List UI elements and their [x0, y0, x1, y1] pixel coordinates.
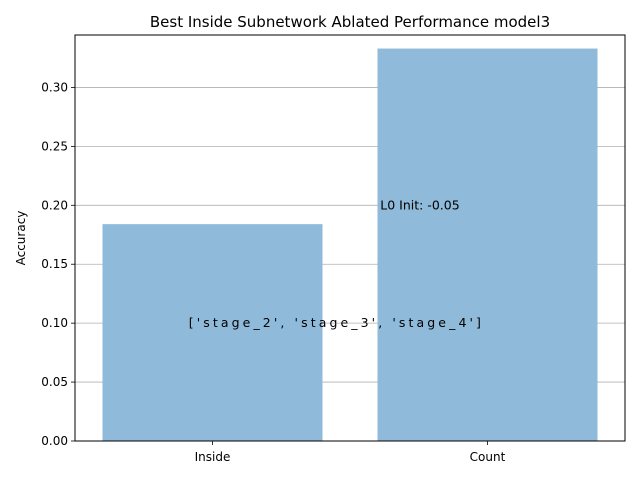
bar-inside — [102, 224, 323, 441]
chart-title: Best Inside Subnetwork Ablated Performan… — [150, 13, 550, 31]
x-tick-label: Inside — [195, 450, 231, 464]
bar-count — [377, 48, 598, 441]
y-tick-label: 0.10 — [41, 316, 68, 330]
y-tick-label: 0.15 — [41, 257, 68, 271]
y-tick-label: 0.00 — [41, 434, 68, 448]
annotations: ['stage_2', 'stage_3', 'stage_4'] L0 Init… — [189, 197, 484, 330]
bars — [102, 48, 598, 441]
y-tick-label: 0.30 — [41, 80, 68, 94]
y-tick-label: 0.05 — [41, 375, 68, 389]
y-tick-label: 0.25 — [41, 139, 68, 153]
y-tick-label: 0.20 — [41, 198, 68, 212]
x-tick-label: Count — [470, 450, 506, 464]
annotation-text: L0 Init: -0.05 — [380, 197, 459, 212]
y-axis-label: Accuracy — [14, 211, 28, 266]
x-axis-ticks: Inside Count — [195, 441, 506, 464]
annotation-text: ['stage_2', 'stage_3', 'stage_4'] — [189, 315, 484, 330]
plot-frame — [74, 34, 626, 442]
y-axis-ticks: 0.00 0.05 0.10 0.15 0.20 0.25 0.30 — [41, 80, 75, 448]
